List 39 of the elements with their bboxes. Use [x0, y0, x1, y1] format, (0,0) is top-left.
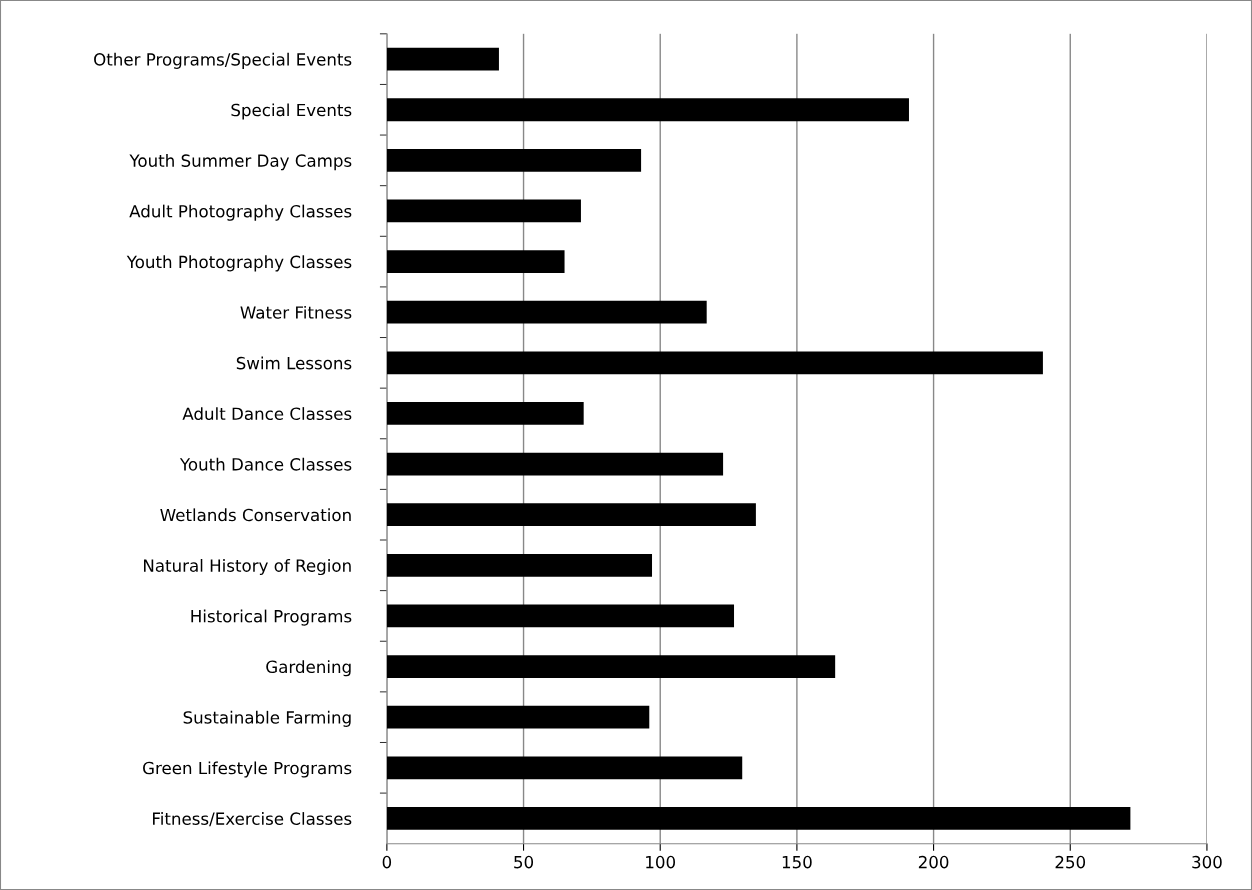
bar	[386, 503, 756, 527]
bar	[386, 300, 707, 324]
y-tick-label: Sustainable Farming	[183, 710, 351, 727]
y-tick-label: Wetlands Conservation	[160, 508, 351, 522]
bar	[386, 553, 653, 577]
y-tick-label: Adult Photography Classes	[129, 204, 352, 221]
y-tick-label: Special Events	[231, 103, 352, 120]
bar	[386, 756, 743, 780]
bar	[386, 148, 642, 172]
bar	[386, 199, 581, 223]
y-tick-label: Adult Dance Classes	[182, 407, 352, 421]
x-tick-label: 150	[782, 855, 812, 869]
y-tick-label: Historical Programs	[191, 609, 352, 626]
bar	[386, 604, 735, 628]
x-tick-label: 50	[514, 855, 534, 869]
y-tick-label: Youth Dance Classes	[179, 457, 352, 471]
y-tick-label: Swim Lessons	[236, 356, 352, 370]
bar	[386, 655, 836, 678]
x-tick-label: 300	[1192, 855, 1222, 869]
y-tick-label: Water Fitness	[240, 305, 352, 319]
bar	[386, 47, 499, 71]
y-tick-label: Youth Photography Classes	[126, 255, 352, 272]
bar	[386, 351, 1043, 375]
bar	[386, 402, 584, 425]
y-tick-label: Natural History of Region	[144, 558, 351, 576]
bar	[386, 98, 909, 122]
bar	[386, 250, 565, 273]
bar	[386, 807, 1131, 830]
x-tick-label: 250	[1055, 855, 1086, 869]
bar	[386, 452, 724, 476]
y-tick-label: Youth Summer Day Camps	[129, 154, 352, 171]
y-tick-label: Gardening	[266, 660, 351, 677]
y-tick-label: Other Programs/Special Events	[94, 52, 352, 69]
x-tick-label: 200	[918, 855, 949, 869]
y-tick-label: Fitness/Exercise Classes	[153, 812, 352, 827]
x-tick-label: 0	[382, 855, 392, 869]
bar	[386, 705, 650, 729]
y-tick-label: Green Lifestyle Programs	[143, 761, 352, 778]
x-tick-label: 100	[646, 855, 676, 869]
